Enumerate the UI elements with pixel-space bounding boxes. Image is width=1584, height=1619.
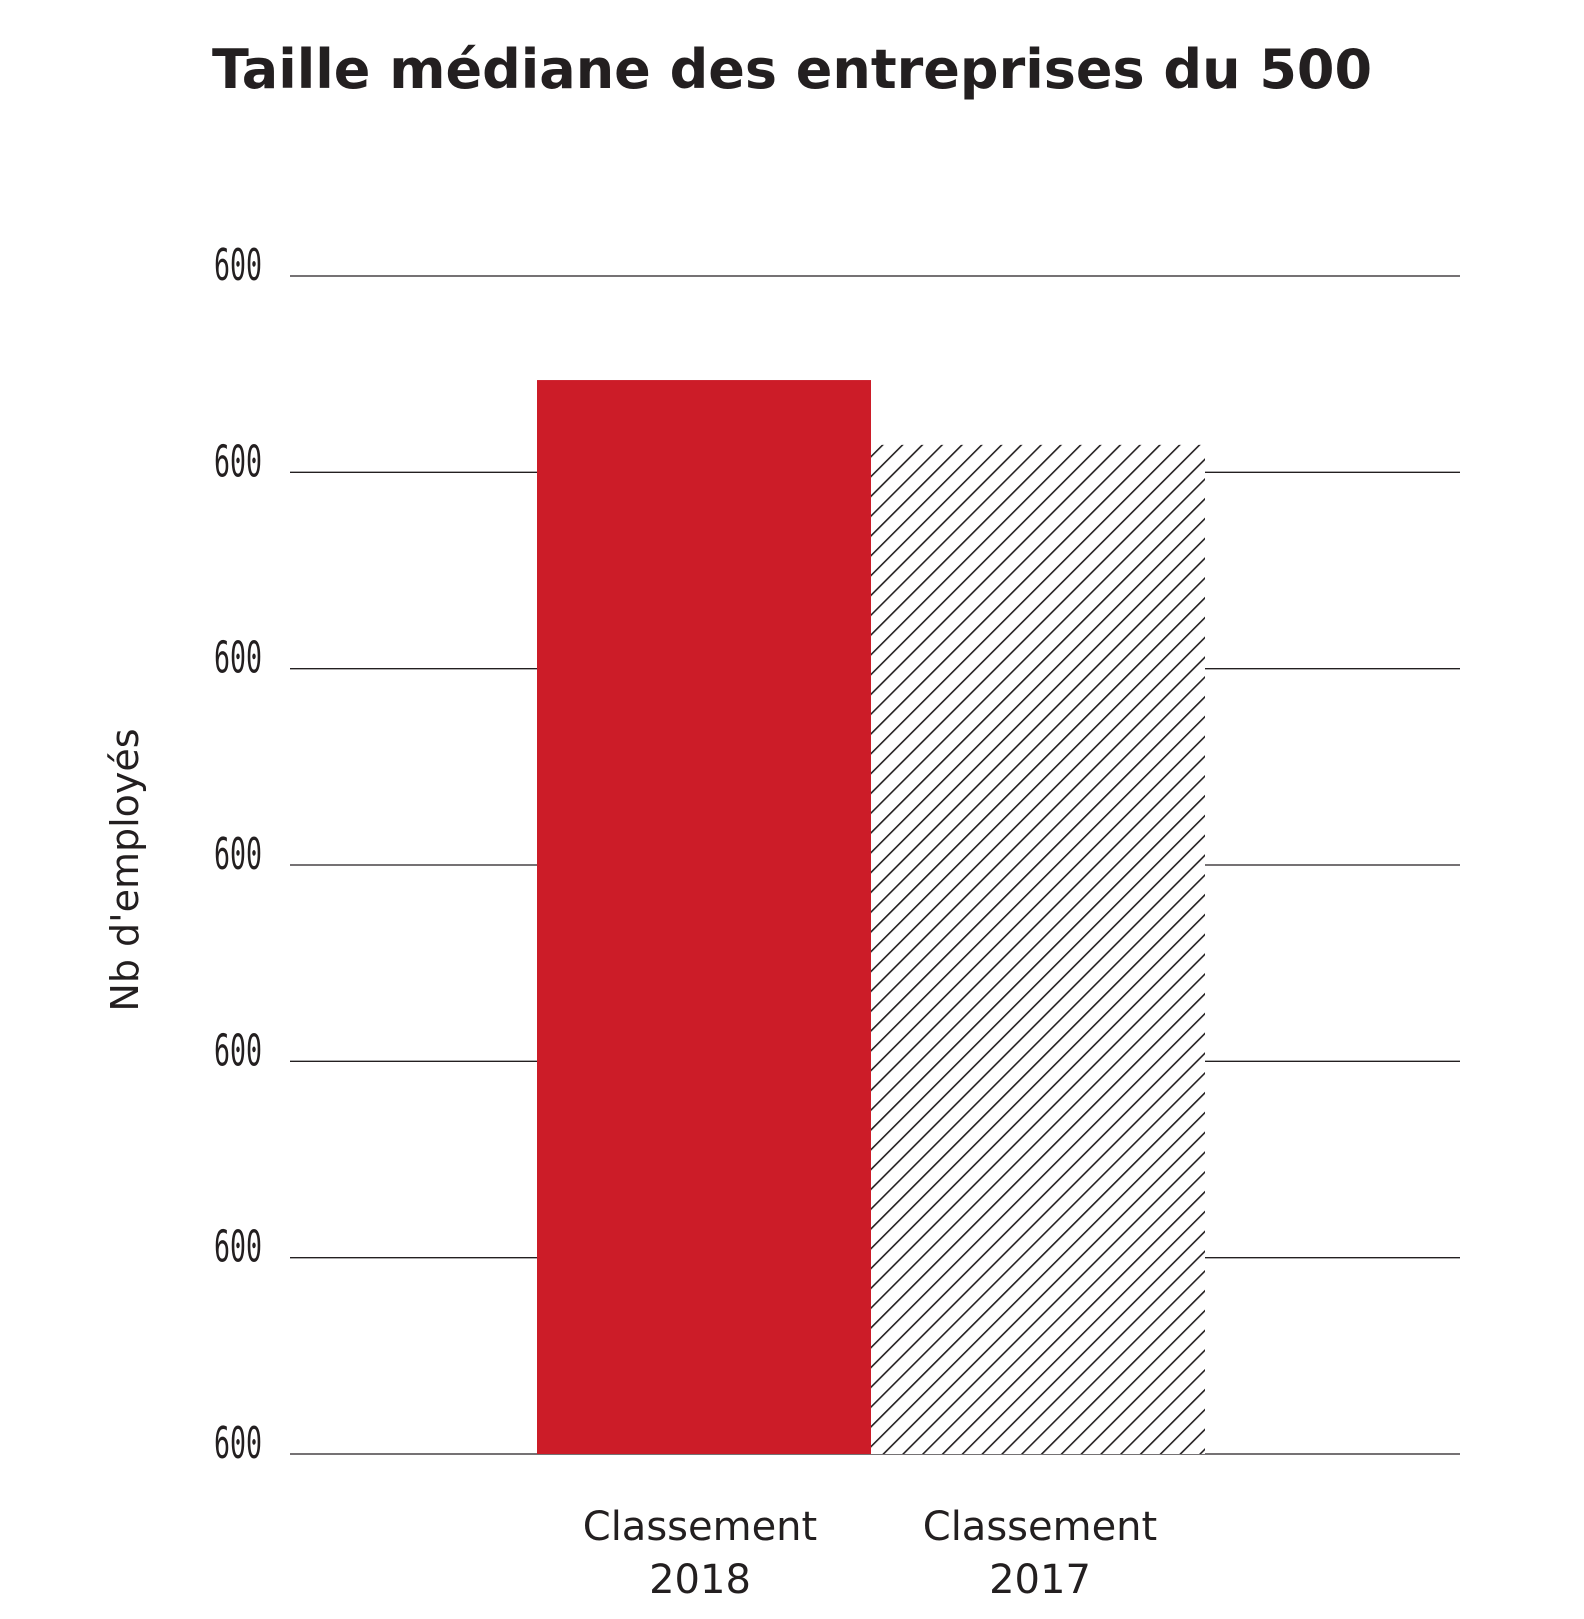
y-tick-label: 600 (214, 1222, 262, 1273)
bars (537, 380, 1205, 1455)
y-axis-label: Nb d'employés (103, 728, 147, 1011)
bar-2017 (871, 444, 1205, 1454)
x-category-label: Classement 2017 (923, 1504, 1157, 1603)
x-axis-categories: Classement 2018 Classement 2017 (583, 1504, 1157, 1603)
y-tick-label: 600 (214, 240, 262, 291)
y-tick-label: 600 (214, 829, 262, 880)
x-category-label: Classement 2018 (583, 1504, 817, 1603)
y-tick-label: 600 (214, 1418, 262, 1469)
y-tick-label: 600 (214, 1025, 262, 1076)
bar-2018 (537, 380, 871, 1455)
y-axis-ticks: 600 600 600 600 600 600 600 (214, 240, 262, 1469)
chart-title: Taille médiane des entreprises du 500 (211, 38, 1373, 101)
y-tick-label: 600 (214, 436, 262, 487)
y-tick-label: 600 (214, 633, 262, 684)
